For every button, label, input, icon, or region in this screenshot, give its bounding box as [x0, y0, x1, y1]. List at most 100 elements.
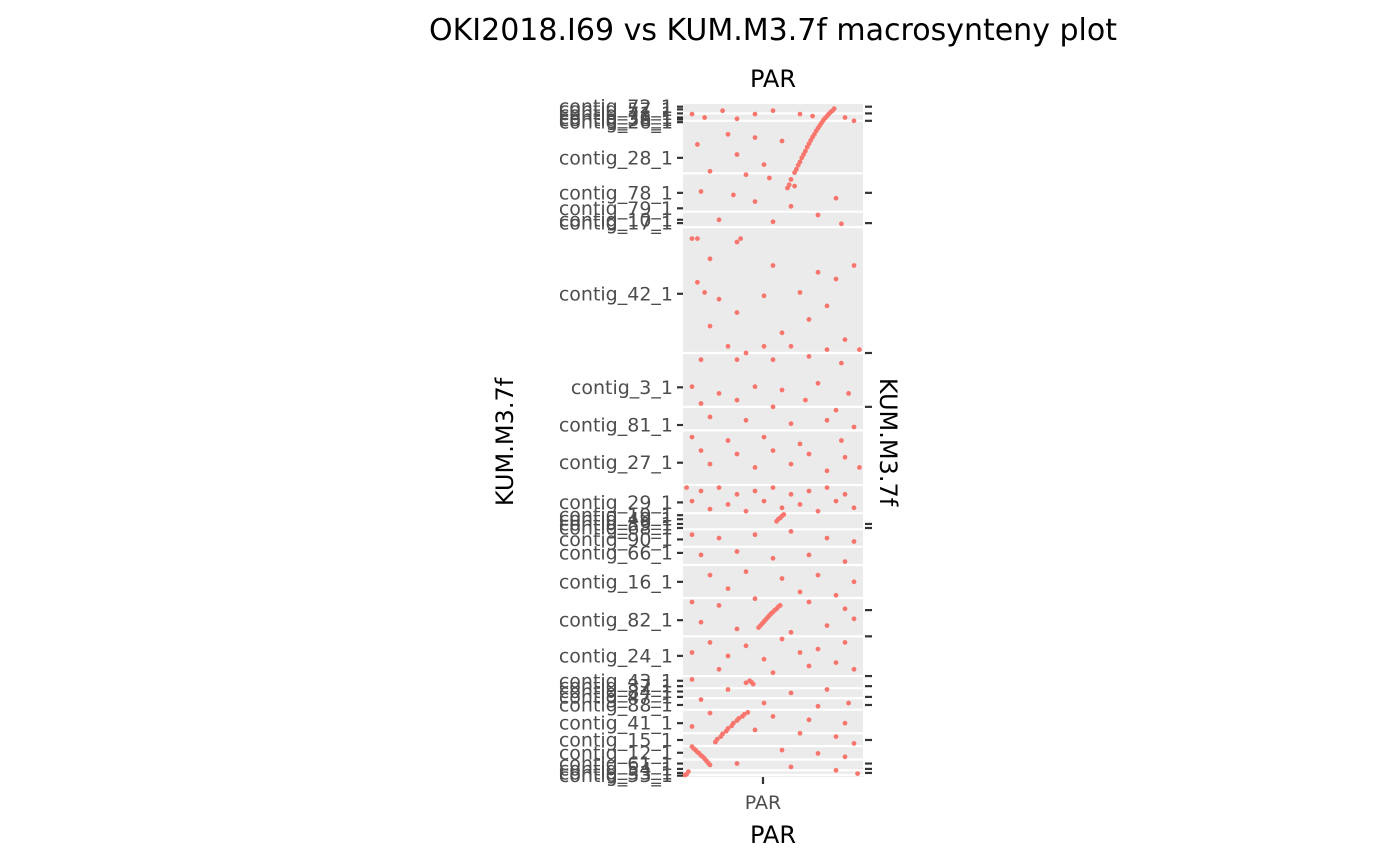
data-point — [752, 488, 758, 494]
y-tick-label: contig_39_1 — [559, 513, 673, 535]
data-point — [770, 404, 776, 410]
data-point — [788, 177, 794, 182]
x-tick-label: PAR — [745, 792, 781, 814]
data-point — [851, 616, 857, 622]
data-point — [743, 350, 749, 356]
data-point — [770, 670, 776, 676]
data-point — [702, 115, 707, 120]
y-tick-label: contig_12_1 — [559, 742, 673, 764]
y-tick-label: contig_78_1 — [559, 182, 673, 204]
data-point — [749, 679, 754, 685]
data-point — [772, 607, 778, 613]
data-point — [698, 401, 704, 406]
data-point — [698, 697, 704, 702]
data-point — [839, 438, 844, 443]
data-point — [761, 498, 767, 504]
data-point — [770, 555, 776, 561]
data-point — [725, 687, 731, 692]
data-point — [842, 640, 848, 645]
data-point — [851, 424, 857, 430]
data-point — [815, 212, 821, 218]
data-point — [767, 175, 772, 181]
data-point — [702, 290, 707, 295]
data-point — [734, 397, 740, 403]
data-point — [707, 256, 713, 262]
data-point — [806, 451, 812, 457]
y-tick-label: contig_72_1 — [559, 96, 673, 118]
data-point — [776, 516, 781, 522]
right-axis-ticks — [865, 105, 872, 775]
data-point — [824, 417, 830, 423]
data-point — [725, 502, 731, 507]
chart-title: OKI2018.I69 vs KUM.M3.7f macrosynteny pl… — [429, 13, 1117, 48]
data-point — [689, 650, 695, 655]
y-tick-label: contig_37_1 — [559, 676, 673, 698]
y-tick-label: contig_42_1 — [559, 283, 673, 305]
data-point — [695, 142, 700, 147]
y-tick-label: contig_17_1 — [559, 213, 673, 235]
data-point — [815, 125, 821, 131]
data-point — [806, 717, 812, 723]
data-point — [689, 532, 695, 538]
data-point — [842, 491, 848, 497]
data-point — [797, 730, 803, 736]
x-axis-title: PAR — [750, 821, 796, 849]
data-point — [824, 687, 830, 692]
data-point — [689, 599, 695, 605]
data-point — [734, 451, 740, 457]
y-tick-label: contig_47_1 — [559, 686, 673, 708]
data-point — [752, 111, 758, 117]
data-point — [734, 357, 740, 363]
data-point — [743, 417, 749, 423]
data-point — [725, 438, 731, 443]
data-point — [788, 461, 794, 467]
data-point — [689, 677, 695, 682]
data-point — [855, 771, 860, 776]
data-point — [788, 529, 794, 534]
data-point — [833, 660, 839, 665]
data-point — [725, 343, 731, 349]
y-tick-label: contig_57_1 — [559, 99, 673, 121]
data-point — [752, 596, 758, 602]
y-tick-label: contig_16_1 — [559, 571, 673, 593]
y-tick-label: contig_82_1 — [559, 610, 673, 632]
data-point — [842, 606, 848, 612]
y-tick-label: contig_38_1 — [559, 109, 673, 131]
data-point — [788, 629, 794, 635]
data-point — [806, 488, 812, 494]
data-point — [824, 623, 830, 628]
data-point — [822, 115, 828, 121]
data-point — [761, 162, 767, 168]
data-point — [851, 505, 857, 511]
data-point — [833, 276, 839, 282]
data-point — [842, 115, 848, 120]
data-point — [689, 724, 695, 729]
data-point — [705, 760, 711, 766]
data-point — [824, 485, 830, 490]
data-point — [806, 663, 812, 669]
y-axis-ticks: contig_72_1contig_57_1contig_71_1contig_… — [559, 96, 683, 787]
data-point — [752, 199, 758, 205]
data-point — [797, 159, 803, 165]
data-point — [689, 434, 695, 440]
data-point — [851, 579, 857, 585]
data-point — [857, 465, 862, 470]
data-point — [698, 357, 704, 363]
data-point — [846, 700, 851, 706]
y-tick-label: contig_15_1 — [559, 729, 673, 751]
data-point — [707, 572, 713, 578]
data-point — [707, 461, 713, 467]
data-point — [770, 219, 776, 225]
data-point — [851, 666, 857, 672]
data-point — [743, 680, 749, 686]
data-point — [695, 279, 700, 285]
data-point — [716, 666, 722, 672]
data-point — [833, 767, 839, 773]
data-point — [707, 506, 713, 512]
data-point — [815, 269, 821, 275]
data-point — [734, 239, 740, 245]
data-point — [716, 296, 722, 302]
data-point — [839, 221, 844, 227]
data-point — [695, 236, 700, 242]
